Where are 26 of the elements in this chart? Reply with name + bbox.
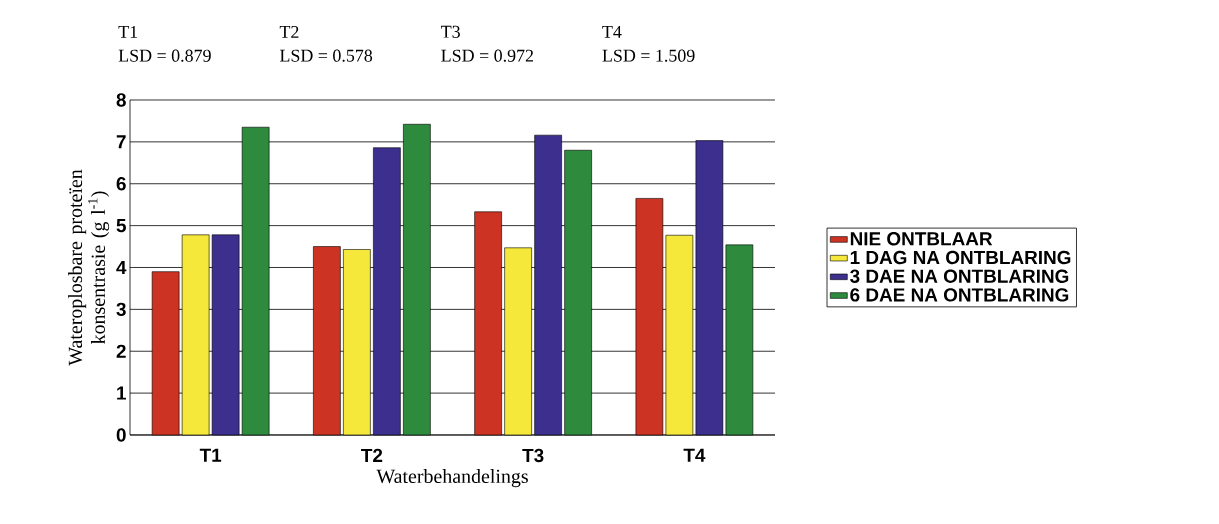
text: LSD = 0.972 <box>441 49 534 62</box>
text: LSD = 0.578 <box>279 49 373 62</box>
y-tick-label: 3 <box>116 302 126 317</box>
legend-label: 3 DAE NA ONTBLARING <box>850 269 1069 283</box>
y-tick-label: 8 <box>116 93 126 107</box>
x-tick-label: T3 <box>522 448 544 463</box>
legend-label: NIE ONTBLAAR <box>850 232 993 246</box>
y-tick-label: 6 <box>116 177 126 191</box>
y-tick-label: 1 <box>117 386 126 400</box>
x-tick-label: T2 <box>361 448 383 462</box>
text: LSD = 0.879 <box>118 49 211 62</box>
y-tick-label: 0 <box>116 428 126 442</box>
text: T3 <box>441 25 460 38</box>
y-tick-label: 4 <box>116 260 127 274</box>
x-axis-title: Waterbehandelings <box>376 469 528 488</box>
text: LSD = 1.509 <box>602 49 695 62</box>
y-tick-label: 7 <box>116 135 126 149</box>
x-tick-label: T4 <box>683 448 706 462</box>
x-tick-label: T1 <box>199 448 222 462</box>
text: T2 <box>279 25 299 38</box>
text: T1 <box>118 25 138 38</box>
legend-label: 1 DAG NA ONTBLARING <box>850 250 1071 265</box>
y-tick-label: 5 <box>116 219 126 233</box>
text: T4 <box>602 25 622 38</box>
legend-label: 6 DAE NA ONTBLARING <box>850 288 1069 302</box>
y-tick-label: 2 <box>116 344 126 358</box>
